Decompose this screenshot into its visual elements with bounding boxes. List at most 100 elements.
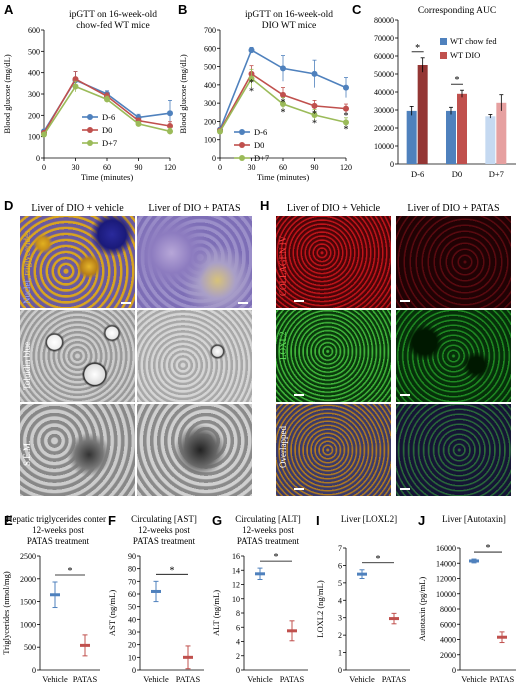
y-axis-label: LOXL2 (ng/mL) [315,580,325,638]
y-tick-label: 20000 [374,124,394,133]
y-tick-label: 12 [232,581,240,590]
x-tick-label: 30 [248,163,256,172]
scale-bar [121,302,131,304]
micrograph-d-fluor-vehicle: Nuclei, triglycerides [20,216,135,308]
bar [485,116,496,164]
x-tick-label: 90 [311,163,319,172]
d-col-title-patas: Liver of DIO + PATAS [148,203,241,214]
scale-bar [400,300,410,302]
micrograph-h-overlap-vehicle: Overlapped [276,404,391,496]
micrograph-d-toluidin-patas [137,310,252,402]
legend-marker [239,155,245,161]
y-tick-label: 400 [28,69,40,78]
chart-title: Circulating [ALT] [235,514,300,524]
x-tick-label: Vehicle [461,674,487,684]
y-tick-label: 5 [338,579,342,588]
significance-star: * [274,552,279,563]
y-tick-label: 40000 [374,88,394,97]
y-tick-label: 6000 [440,620,456,629]
chart-title: DIO WT mice [262,21,317,31]
x-tick-label: 60 [279,163,287,172]
legend-swatch [440,52,447,59]
panel-letter-j: J [418,513,426,528]
x-axis-label: Time (minutes) [257,172,310,182]
y-tick-label: 600 [28,26,40,35]
micrograph-h-collagen-vehicle: COLLAGEN IV [276,216,391,308]
x-tick-label: Vehicle [349,674,375,684]
chart-title: chow-fed WT mice [76,20,150,31]
y-tick-label: 100 [204,136,216,145]
legend-label: D0 [102,125,112,135]
y-tick-label: 0 [132,666,136,675]
h-row3-label: Overlapped [278,426,288,468]
y-tick-label: 2000 [20,575,36,584]
mean-marker [287,629,297,633]
y-tick-label: 8000 [440,605,456,614]
y-axis-label: Blood glucose (mg/dL) [2,54,12,133]
y-tick-label: 2 [338,631,342,640]
data-point [104,96,110,103]
y-tick-label: 200 [28,111,40,120]
y-tick-label: 80 [128,565,136,574]
data-point [72,76,79,83]
data-point [343,105,349,112]
bar [406,110,417,164]
mean-marker [183,655,193,659]
y-axis-label: Autotaxin (pg/mL) [417,577,427,642]
scale-bar [294,394,304,396]
y-tick-label: 16 [232,552,240,561]
data-point [167,128,173,135]
panel-letter-h: H [260,198,270,213]
micrograph-h-overlap-patas [396,404,511,496]
y-tick-label: 8 [236,609,240,618]
scale-bar [294,300,304,302]
y-tick-label: 500 [28,47,40,56]
mean-marker [469,559,479,563]
y-tick-label: 14 [232,566,240,575]
significance-star: * [170,565,175,576]
y-tick-label: 4000 [440,636,456,645]
y-tick-label: 700 [204,26,216,35]
panel-letter-a: A [4,2,14,17]
y-tick-label: 50 [128,603,136,612]
y-tick-label: 0 [212,154,216,163]
chart-title: Circulating [AST] [131,514,197,524]
bar [417,65,428,164]
chart-c-auc: Corresponding AUC 0 10000 20000 30000 40000 50… [374,6,516,179]
legend-marker [239,142,245,148]
h-row2-label: LOXL2 [278,331,288,361]
x-tick-label: 30 [72,163,80,172]
micrograph-h-loxl2-vehicle: LOXL2 [276,310,391,402]
y-tick-label: 4 [236,638,240,647]
panel-letter-g: G [212,513,223,528]
y-tick-label: 6 [338,561,342,570]
y-tick-label: 10000 [436,590,456,599]
data-point [167,110,173,117]
scale-bar [238,302,248,304]
significance-star: * [344,125,349,136]
x-tick-label: PATAS [176,674,201,684]
d-row3-label: S.E.M. [22,440,32,466]
panel-letter-e: E [4,513,13,528]
y-tick-label: 12000 [436,575,456,584]
y-tick-label: 2500 [20,552,36,561]
x-tick-label: PATAS [490,674,515,684]
data-point [311,112,318,119]
y-tick-label: 1000 [20,620,36,629]
chart-title: PATAS treatment [237,536,300,546]
x-tick-label: 120 [164,163,176,172]
h-row1-label: COLLAGEN IV [278,235,288,296]
x-tick-label: Vehicle [143,674,169,684]
x-axis-label: Time (minutes) [81,172,134,182]
y-tick-label: 70000 [374,34,394,43]
data-point [41,131,47,138]
y-tick-label: 60 [128,590,136,599]
micrograph-h-loxl2-patas [396,310,511,402]
data-point [311,70,318,77]
mean-marker [497,635,507,639]
x-tick-label: 90 [135,163,143,172]
y-tick-label: 300 [28,90,40,99]
y-tick-label: 1500 [20,598,36,607]
